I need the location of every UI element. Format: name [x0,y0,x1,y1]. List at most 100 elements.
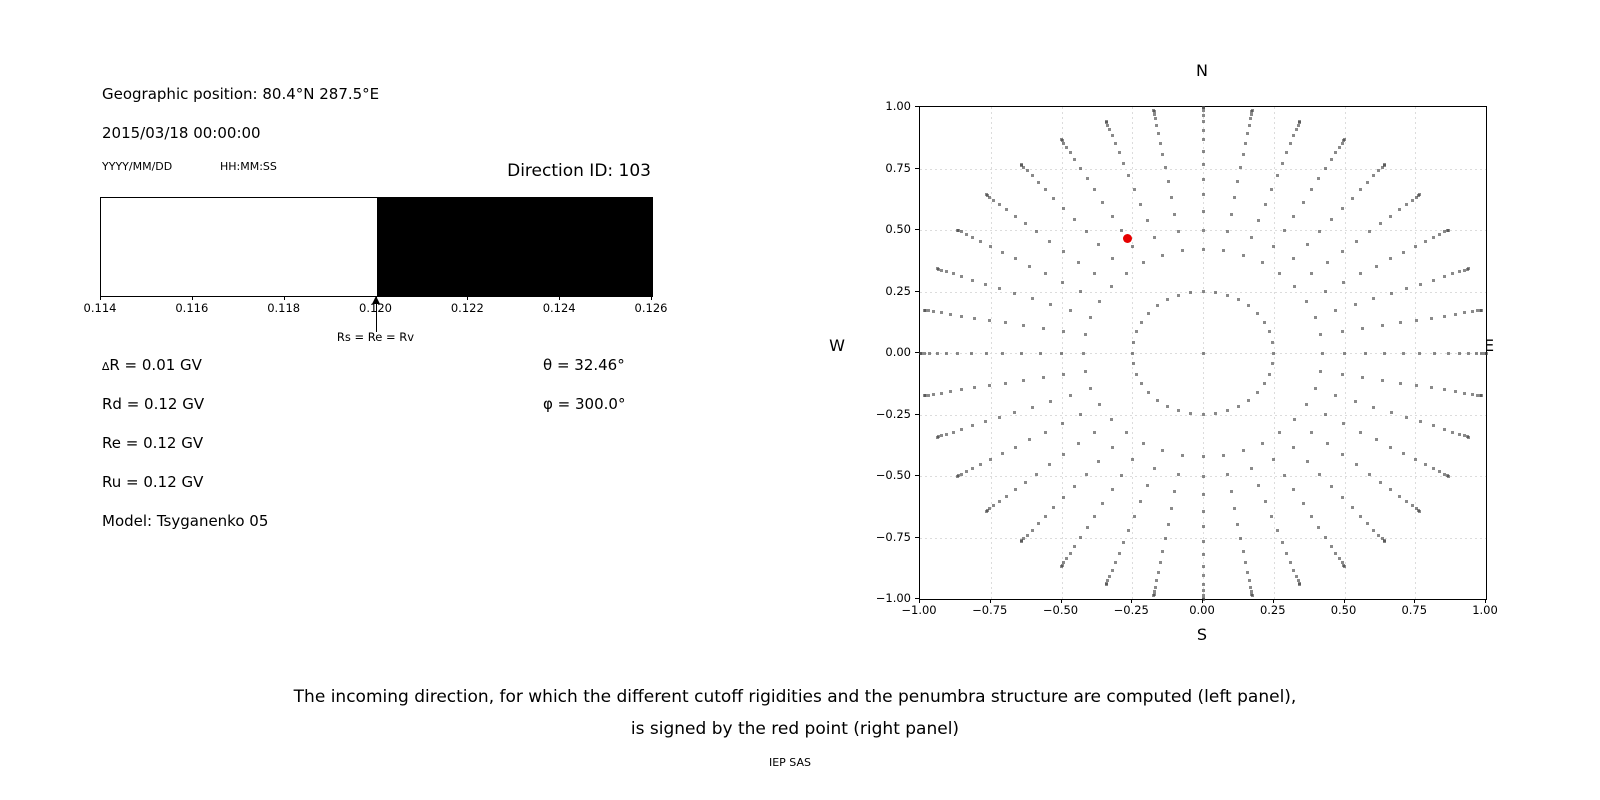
direction-dot [1201,553,1205,556]
direction-dot [1072,484,1076,488]
direction-dot [1340,561,1344,565]
direction-dot [1153,235,1157,239]
direction-dot [1275,528,1279,532]
direction-dot [1271,340,1275,344]
direction-dot [951,272,955,276]
direction-dot [948,390,952,394]
direction-dot [1189,290,1193,294]
direction-dot [1166,298,1170,302]
direction-dot [1463,391,1467,395]
direction-dot [1222,249,1226,253]
direction-dot [956,228,960,232]
y-tick [915,536,919,538]
direction-dot [1285,551,1289,555]
direction-dot [1361,326,1365,330]
direction-dot [989,458,993,462]
direction-dot [1139,500,1143,504]
direction-dot [1201,474,1205,478]
direction-dot [1329,544,1333,548]
direction-dot [1324,413,1328,416]
forbidden-band [376,198,652,296]
direction-dot [1236,522,1240,526]
y-tick [915,106,919,107]
direction-dot [1068,151,1072,155]
penumbra-tick [283,296,285,300]
direction-dot [1338,557,1342,561]
direction-dot [1379,481,1383,485]
direction-dot [1298,120,1302,124]
direction-dot [1442,472,1446,476]
direction-dot [1458,270,1462,274]
direction-dot [1085,526,1089,529]
direction-dot [1043,188,1047,192]
direction-dot [1309,188,1313,192]
direction-dot [1429,386,1433,390]
direction-dot [1201,597,1205,601]
direction-dot [1000,452,1004,456]
direction-dot [1397,208,1401,212]
direction-dot [1289,141,1293,145]
direction-dot [1139,202,1143,206]
direction-dot [1257,484,1261,488]
direction-dot [1201,593,1205,597]
direction-dot [1454,312,1458,316]
geographic-position: Geographic position: 80.4°N 287.5°E [102,85,380,103]
direction-dot [1073,544,1077,548]
direction-dot [1028,438,1032,442]
direction-dot [1330,218,1334,222]
direction-dot [1282,473,1286,477]
direction-dot [1255,391,1259,395]
direction-dot [1438,232,1442,236]
direction-dot [1030,528,1034,532]
direction-dot [1166,404,1170,408]
direction-dot [1379,221,1383,225]
direction-dot [1152,109,1156,113]
direction-dot [1342,422,1346,426]
direction-dot [1083,333,1087,337]
direction-dot [997,202,1001,206]
direction-dot [1262,320,1266,324]
delta-r-value: ∆R = 0.01 GV [102,356,202,374]
y-tick [915,290,919,292]
direction-dot [1359,188,1363,192]
direction-dot [1319,333,1323,337]
cutoff-arrow-head [371,296,380,304]
direction-dot [1078,536,1082,539]
direction-dot [1334,309,1338,313]
direction-dot [1380,378,1384,382]
direction-dot [1060,564,1063,568]
direction-dot [1158,561,1162,565]
re-value: Re = 0.12 GV [102,434,204,452]
direction-dot [1000,250,1004,254]
direction-dot [1233,195,1237,199]
direction-dot [1110,445,1114,449]
direction-dot [1463,268,1467,272]
direction-dot [1048,239,1052,243]
direction-dot [1052,505,1056,509]
penumbra-chart [100,197,653,297]
direction-dot [1246,571,1250,575]
direction-dot [1383,351,1387,355]
direction-dot [1004,321,1008,325]
direction-dot [1272,351,1276,355]
direction-dot [1201,247,1205,251]
direction-dot [1130,351,1134,355]
direction-dot [1262,382,1266,386]
direction-dot [1120,473,1124,477]
direction-dot [1013,410,1017,414]
direction-dot [1083,369,1087,373]
direction-dot [1226,230,1230,234]
direction-dot [1060,280,1064,284]
direction-dot [1484,351,1488,355]
direction-dot [1359,430,1363,434]
direction-dot [1414,384,1418,388]
y-tick [915,413,919,415]
direction-dot [1334,551,1338,555]
direction-dot [1229,490,1233,494]
direction-dot [1480,394,1484,398]
direction-dot [1309,430,1313,434]
direction-dot [1004,381,1008,385]
direction-dot [956,351,960,355]
direction-dot [1101,502,1105,506]
direction-dot [988,507,991,511]
